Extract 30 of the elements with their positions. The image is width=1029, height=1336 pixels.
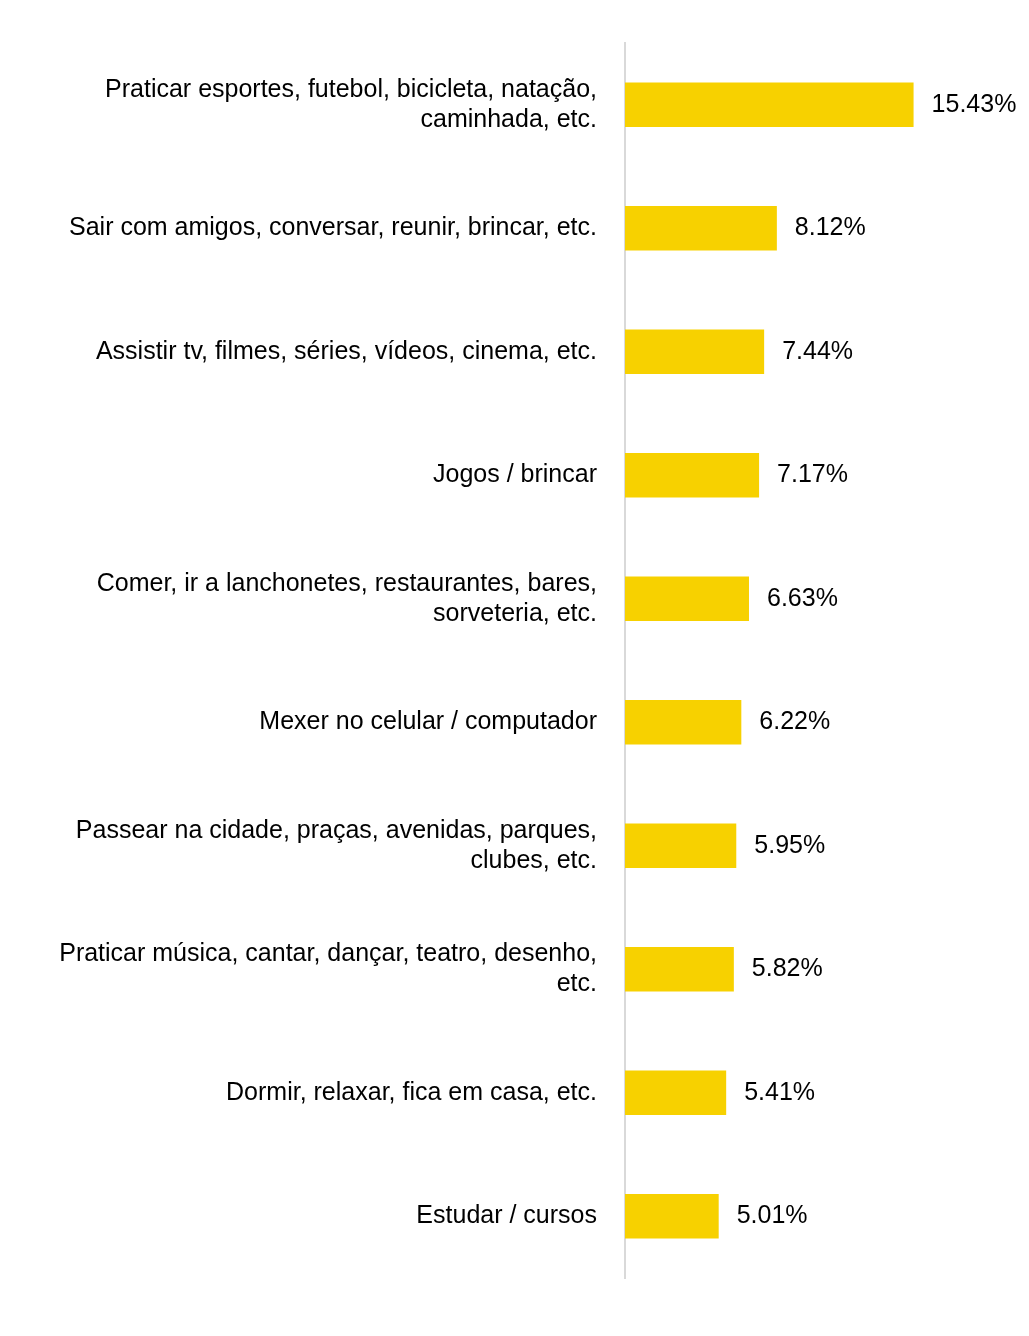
- data-label: 7.44%: [782, 335, 854, 364]
- data-label: 5.95%: [754, 829, 826, 858]
- bar: [625, 576, 749, 621]
- bar: [625, 329, 765, 374]
- bar: [625, 947, 734, 992]
- y-tick-label: Mexer no celular / computador: [259, 706, 597, 735]
- data-label: 5.01%: [736, 1200, 808, 1229]
- y-tick-label: Assistir tv, filmes, séries, vídeos, cinema, etc.: [95, 335, 597, 364]
- y-tick-label: Praticar esportes, futebol, bicicleta, natação, caminhada, etc.: [105, 73, 597, 132]
- y-tick-label: Jogos / brincar: [433, 459, 597, 488]
- data-label: 8.12%: [794, 212, 866, 241]
- y-tick-label: Passear na cidade, praças, avenidas, parques, clubes, etc.: [75, 814, 597, 873]
- bar: [625, 206, 777, 251]
- bar: [625, 1194, 719, 1239]
- data-label: 5.82%: [751, 953, 823, 982]
- bar: [625, 1070, 727, 1115]
- data-label: 5.41%: [744, 1076, 816, 1105]
- y-tick-label: Comer, ir a lanchonetes, restaurantes, bares, sorveteria, etc.: [96, 567, 597, 626]
- bar: [625, 453, 760, 498]
- y-tick-label: Estudar / cursos: [416, 1200, 597, 1229]
- bar: [625, 823, 737, 868]
- bar: [625, 700, 742, 745]
- data-label: 15.43%: [931, 88, 1017, 117]
- y-tick-label: Sair com amigos, conversar, reunir, brincar, etc.: [69, 212, 597, 241]
- data-label: 7.17%: [777, 459, 848, 488]
- data-label: 6.22%: [759, 706, 831, 735]
- bar: [625, 82, 914, 127]
- y-tick-label: Dormir, relaxar, fica em casa, etc.: [226, 1076, 597, 1105]
- data-label: 6.63%: [766, 582, 838, 611]
- y-tick-label: Praticar música, cantar, dançar, teatro, desenho, etc.: [59, 938, 597, 997]
